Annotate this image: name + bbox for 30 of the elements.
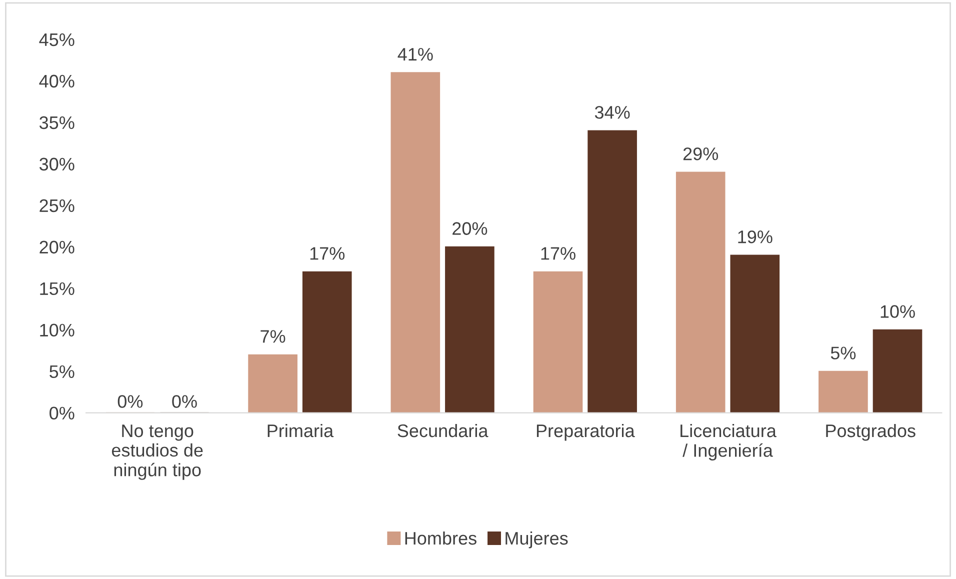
y-tick-label: 15%	[40, 282, 74, 296]
data-label: 0%	[172, 395, 197, 408]
y-tick-label: 5%	[50, 365, 74, 378]
y-tick-label: 0%	[50, 406, 74, 420]
legend-label: Hombres	[405, 531, 476, 545]
data-label: 10%	[880, 305, 915, 318]
data-label: 29%	[683, 147, 718, 160]
data-label: 20%	[452, 222, 488, 235]
data-label: 17%	[310, 247, 345, 260]
x-tick-label: Preparatoria	[536, 424, 635, 441]
data-label: 5%	[830, 346, 856, 360]
y-tick-label: 25%	[40, 199, 74, 212]
data-label: 41%	[398, 48, 433, 61]
y-tick-label: 40%	[39, 74, 74, 88]
data-label: 17%	[541, 247, 576, 260]
y-tick-label: 30%	[39, 158, 74, 171]
y-tick-label: 20%	[40, 240, 74, 254]
y-tick-label: 10%	[40, 324, 74, 337]
x-tick-label: Primaria	[268, 424, 334, 438]
data-label: 19%	[738, 230, 772, 244]
data-label: 7%	[260, 330, 286, 343]
x-tick-label: Postgrados	[826, 424, 916, 441]
data-label: 34%	[594, 106, 630, 119]
y-tick-label: 45%	[39, 33, 74, 46]
y-tick-label: 35%	[39, 116, 74, 130]
legend-label: Mujeres	[506, 531, 568, 548]
data-label: 0%	[118, 395, 143, 408]
x-tick-label: Licenciatura / Ingeniería	[680, 424, 776, 460]
x-tick-label: No tengo estudios de ningún tipo	[112, 424, 203, 480]
x-tick-label: Secundaria	[398, 424, 488, 438]
